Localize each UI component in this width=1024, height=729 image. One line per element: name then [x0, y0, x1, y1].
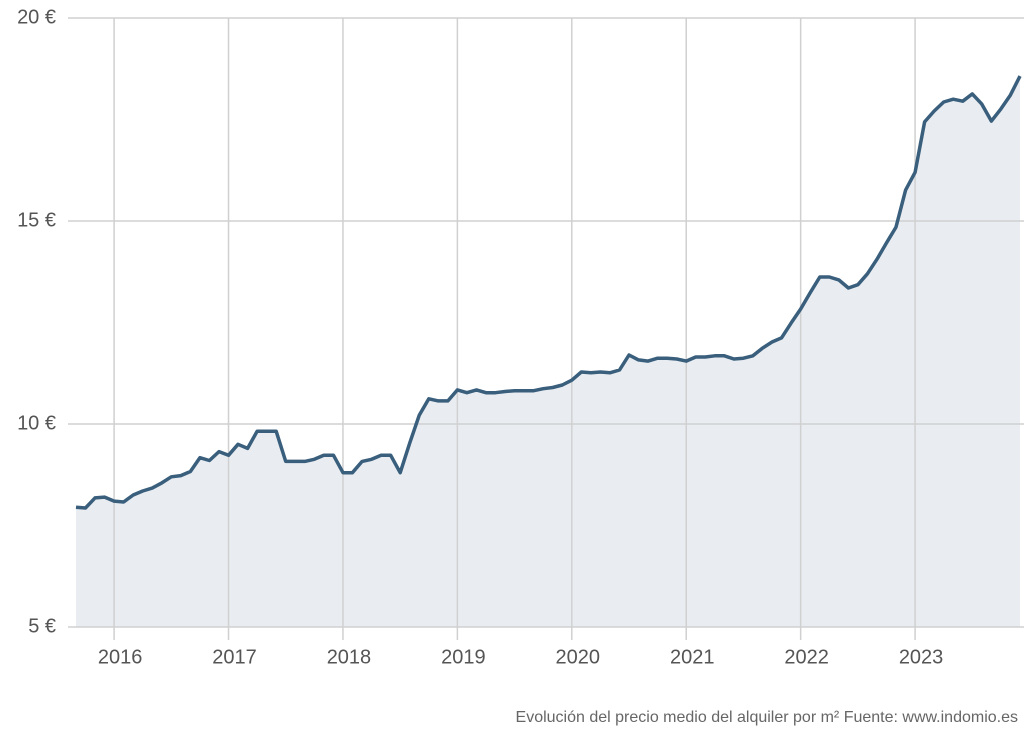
x-tick-label: 2019	[441, 646, 486, 668]
area-fill	[76, 76, 1020, 628]
y-tick-label: 10 €	[17, 412, 56, 434]
y-tick-label: 5 €	[28, 615, 56, 637]
x-tick-label: 2023	[899, 646, 944, 668]
x-tick-label: 2017	[212, 646, 257, 668]
x-tick-label: 2016	[98, 646, 143, 668]
line	[75, 75, 1022, 510]
y-tick-label: 15 €	[17, 209, 56, 231]
caption: Evolución del precio medio del alquiler …	[516, 709, 1018, 726]
x-tick-label: 2018	[327, 646, 372, 668]
x-tick-label: 2020	[556, 646, 601, 668]
x-tick-label: 2021	[670, 646, 715, 668]
x-tick-label: 2022	[784, 646, 829, 668]
y-tick-label: 20 €	[17, 6, 56, 28]
